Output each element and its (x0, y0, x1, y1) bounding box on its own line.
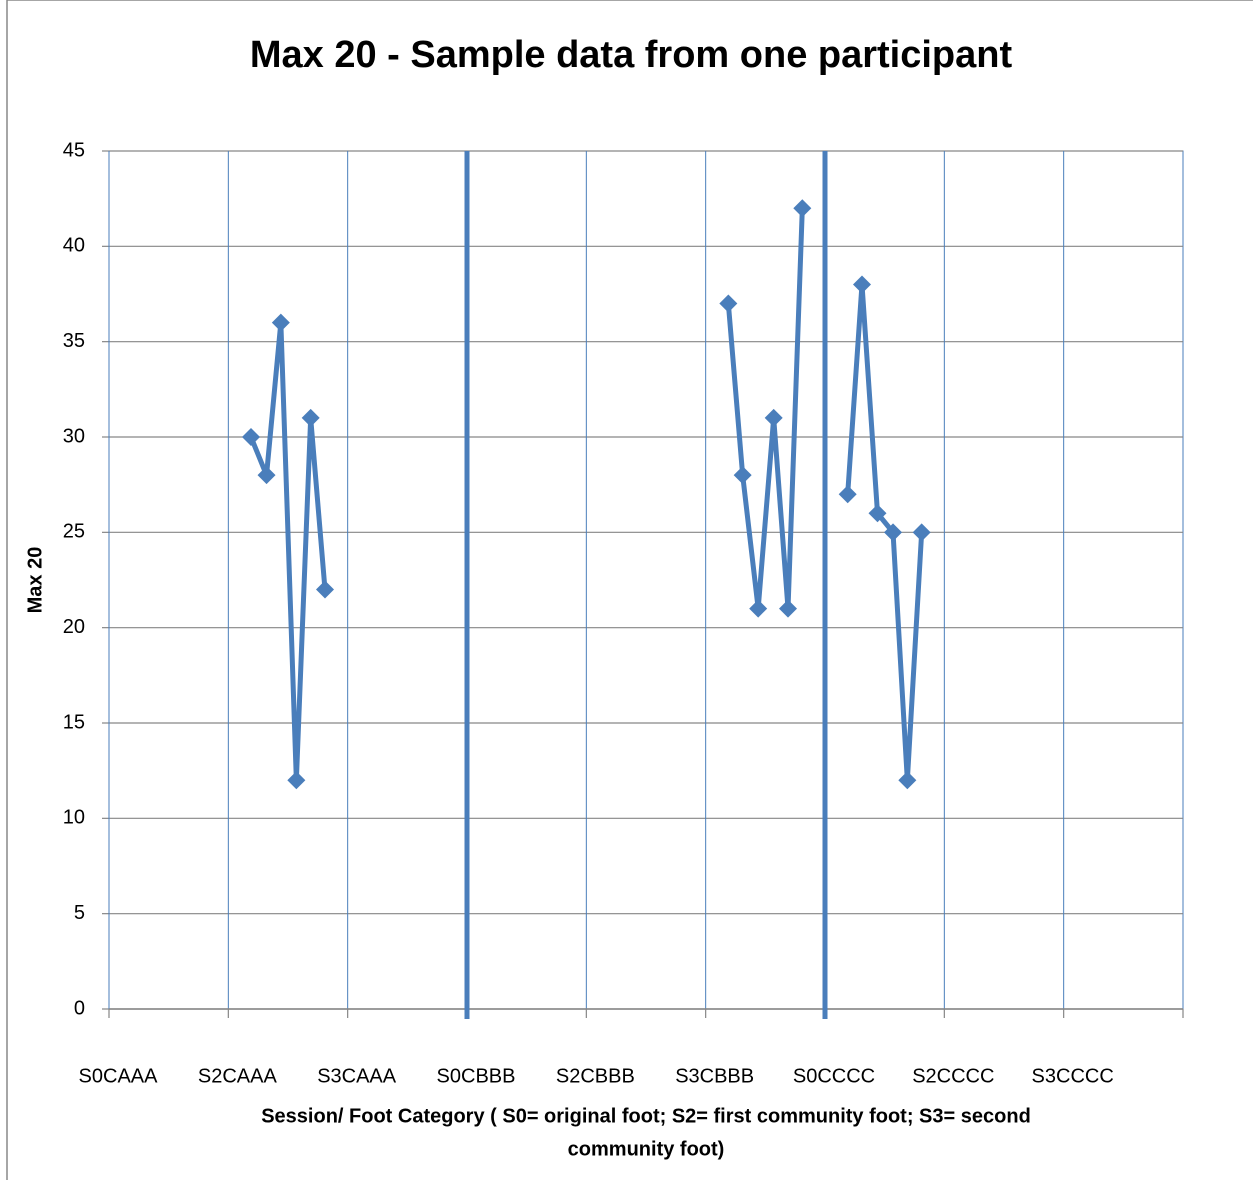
chart-title: Max 20 - Sample data from one participan… (250, 34, 1013, 76)
x-tick-label: S0CBBB (437, 1065, 516, 1087)
x-tick-label: S2CCCC (912, 1065, 994, 1087)
data-point (898, 771, 917, 790)
y-tick-label: 40 (63, 235, 85, 257)
y-tick-label: 35 (63, 330, 85, 352)
x-axis-title: community foot) (568, 1138, 725, 1160)
x-tick-label: S3CAAA (317, 1065, 397, 1087)
x-tick-label: S3CBBB (675, 1065, 754, 1087)
data-point (912, 523, 931, 542)
data-point (271, 313, 290, 332)
data-point (315, 580, 334, 599)
x-tick-label: S2CBBB (556, 1065, 635, 1087)
data-point (287, 771, 306, 790)
y-tick-label: 5 (74, 902, 85, 924)
x-axis-title: Session/ Foot Category ( S0= original fo… (261, 1105, 1031, 1127)
data-point (852, 275, 871, 294)
data-point (749, 599, 768, 618)
y-tick-label: 25 (63, 521, 85, 543)
chart-frame (6, 0, 1253, 1185)
y-tick-label: 15 (63, 711, 85, 733)
y-tick-label: 20 (63, 616, 85, 638)
data-point (242, 428, 261, 446)
data-point (257, 466, 276, 485)
x-tick-label: S2CAAA (198, 1065, 278, 1087)
y-tick-label: 45 (63, 139, 85, 161)
data-point (793, 199, 812, 218)
data-point (779, 599, 798, 618)
y-tick-label: 30 (63, 425, 85, 447)
y-axis-title: Max 20 (24, 547, 46, 614)
data-point (884, 523, 903, 542)
x-tick-label: S0CAAA (79, 1065, 159, 1087)
y-tick-label: 0 (74, 997, 85, 1019)
x-tick-label: S0CCCC (793, 1065, 875, 1087)
data-point (301, 408, 320, 427)
data-point (719, 294, 738, 313)
data-point (733, 466, 752, 485)
data-point (868, 504, 887, 523)
y-tick-label: 10 (63, 807, 85, 829)
data-point (838, 485, 857, 504)
x-tick-label: S3CCCC (1032, 1065, 1114, 1087)
data-point (764, 408, 783, 427)
